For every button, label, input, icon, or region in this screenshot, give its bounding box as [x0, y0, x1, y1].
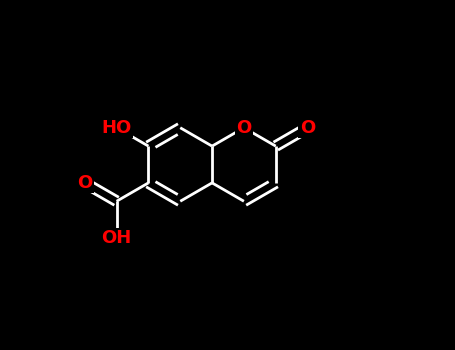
- Text: HO: HO: [101, 119, 131, 137]
- Text: O: O: [77, 174, 92, 192]
- Text: O: O: [236, 119, 252, 137]
- Text: OH: OH: [101, 229, 131, 247]
- Text: O: O: [300, 119, 315, 137]
